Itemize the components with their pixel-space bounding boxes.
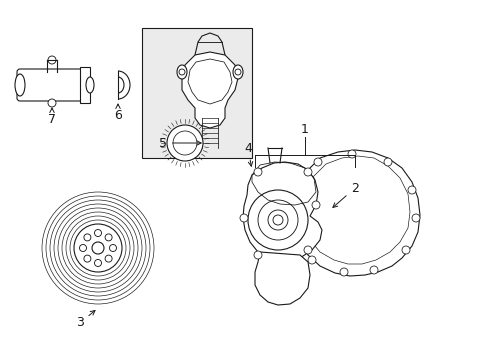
Bar (142, 28, 251, 158)
Circle shape (84, 255, 91, 262)
Circle shape (105, 234, 112, 241)
Circle shape (339, 268, 347, 276)
Circle shape (74, 224, 122, 272)
Circle shape (272, 215, 283, 225)
Circle shape (48, 56, 56, 64)
Text: 6: 6 (114, 104, 122, 122)
Text: 1: 1 (301, 122, 308, 135)
Circle shape (92, 242, 104, 254)
Ellipse shape (177, 65, 186, 79)
Text: 5: 5 (159, 136, 201, 149)
Circle shape (383, 158, 391, 166)
Circle shape (347, 150, 355, 158)
Circle shape (307, 256, 315, 264)
Polygon shape (243, 162, 321, 262)
Circle shape (304, 246, 311, 254)
Circle shape (311, 201, 319, 209)
Circle shape (253, 168, 262, 176)
Circle shape (48, 99, 56, 107)
Circle shape (247, 190, 307, 250)
Ellipse shape (232, 65, 243, 79)
Circle shape (240, 214, 247, 222)
Circle shape (369, 266, 377, 274)
Text: 2: 2 (332, 181, 358, 207)
Circle shape (179, 69, 184, 75)
Circle shape (84, 234, 91, 241)
Text: 4: 4 (244, 141, 252, 166)
Circle shape (287, 200, 295, 208)
Circle shape (289, 228, 297, 236)
Text: 3: 3 (76, 310, 95, 329)
Circle shape (80, 244, 86, 252)
Circle shape (407, 186, 415, 194)
Circle shape (109, 244, 116, 252)
Circle shape (304, 168, 311, 176)
Circle shape (94, 230, 102, 237)
Circle shape (411, 214, 419, 222)
Circle shape (105, 255, 112, 262)
Polygon shape (80, 67, 90, 103)
Ellipse shape (15, 74, 25, 96)
Circle shape (313, 158, 321, 166)
Circle shape (401, 246, 409, 254)
Circle shape (235, 69, 241, 75)
Polygon shape (254, 252, 309, 305)
Text: 7: 7 (48, 108, 56, 126)
Polygon shape (182, 52, 238, 128)
Circle shape (94, 260, 102, 266)
Circle shape (167, 125, 203, 161)
Circle shape (253, 251, 262, 259)
Polygon shape (289, 150, 419, 276)
Ellipse shape (86, 77, 94, 93)
